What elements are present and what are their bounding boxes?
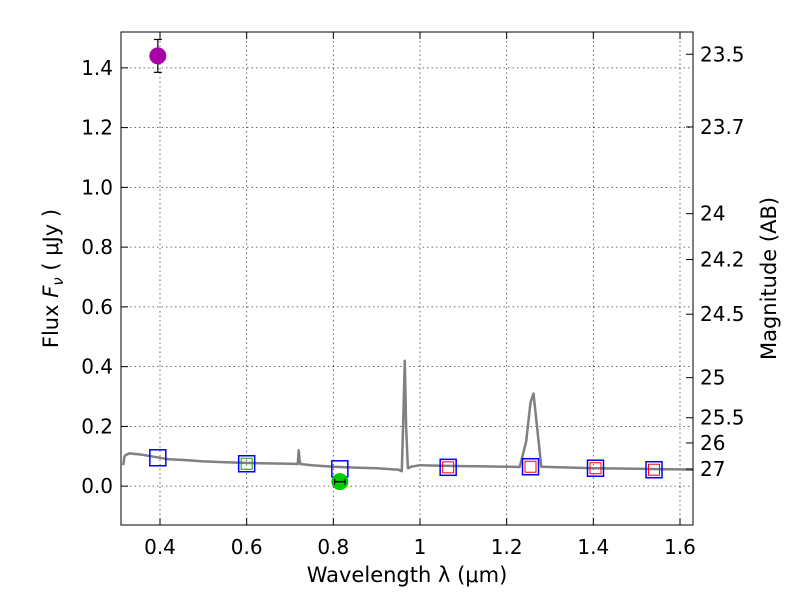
y2-axis-label: Magnitude (AB) bbox=[757, 197, 781, 360]
x-tick-label: 1 bbox=[414, 535, 427, 559]
x-tick-label: 1.2 bbox=[491, 535, 523, 559]
y2-tick-label: 24 bbox=[700, 202, 725, 226]
y-tick-label: 0.8 bbox=[81, 235, 113, 259]
y2-tick-label: 25.5 bbox=[700, 406, 745, 430]
y2-tick-label: 27 bbox=[700, 457, 725, 481]
y-axis-label-sub: ν bbox=[49, 277, 67, 285]
spectrum-line bbox=[121, 359, 694, 473]
y-tick-label: 0.6 bbox=[81, 295, 113, 319]
band-marker bbox=[442, 461, 455, 474]
y2-tick-label: 24.2 bbox=[700, 248, 745, 272]
data-series bbox=[121, 38, 694, 491]
y-tick-label: 1.4 bbox=[81, 56, 113, 80]
detection-point bbox=[149, 47, 167, 65]
x-tick-label: 0.8 bbox=[317, 535, 349, 559]
y2-tick-label: 23.5 bbox=[700, 42, 745, 66]
y-tick-label: 0.2 bbox=[81, 414, 113, 438]
y-axis-label: Flux Fν ( μJy ) bbox=[39, 209, 67, 348]
x-axis-label: Wavelength λ (μm) bbox=[307, 563, 508, 587]
y-tick-label: 0.4 bbox=[81, 355, 113, 379]
y2-tick-label: 26 bbox=[700, 431, 725, 455]
y2-tick-label: 24.5 bbox=[700, 302, 745, 326]
model-photometry-marker bbox=[237, 454, 256, 473]
x-tick-label: 0.6 bbox=[231, 535, 263, 559]
x-tick-label: 0.4 bbox=[144, 535, 176, 559]
y-tick-label: 1.0 bbox=[81, 175, 113, 199]
band-marker bbox=[648, 463, 660, 476]
x-tick-label: 1.4 bbox=[577, 535, 609, 559]
y2-tick-label: 23.7 bbox=[700, 115, 745, 139]
band-marker bbox=[524, 460, 537, 473]
plot-frame bbox=[120, 31, 694, 526]
y-axis-label-var: F bbox=[39, 285, 63, 298]
band-marker bbox=[240, 457, 253, 470]
model-photometry-marker bbox=[586, 459, 605, 477]
y-axis-label-suffix: ( μJy ) bbox=[39, 209, 63, 277]
y2-tick-label: 25 bbox=[700, 366, 725, 390]
y-axis-label-prefix: Flux bbox=[39, 298, 63, 348]
axis-ticks: 0.4 0.6 0.8 1 1.2 1.4 1.6 0.0 0.2 0.4 0.6 0.8 1.0 1.2… bbox=[81, 32, 745, 559]
y-tick-label: 1.2 bbox=[81, 116, 113, 140]
band-marker bbox=[589, 462, 602, 475]
model-photometry-marker bbox=[521, 457, 540, 476]
model-photometry-marker bbox=[149, 449, 167, 467]
grid-lines bbox=[121, 32, 693, 525]
model-photometry-marker bbox=[645, 460, 663, 479]
x-tick-label: 1.6 bbox=[664, 535, 696, 559]
model-photometry-marker bbox=[439, 458, 457, 477]
y-tick-label: 0.0 bbox=[81, 474, 113, 498]
